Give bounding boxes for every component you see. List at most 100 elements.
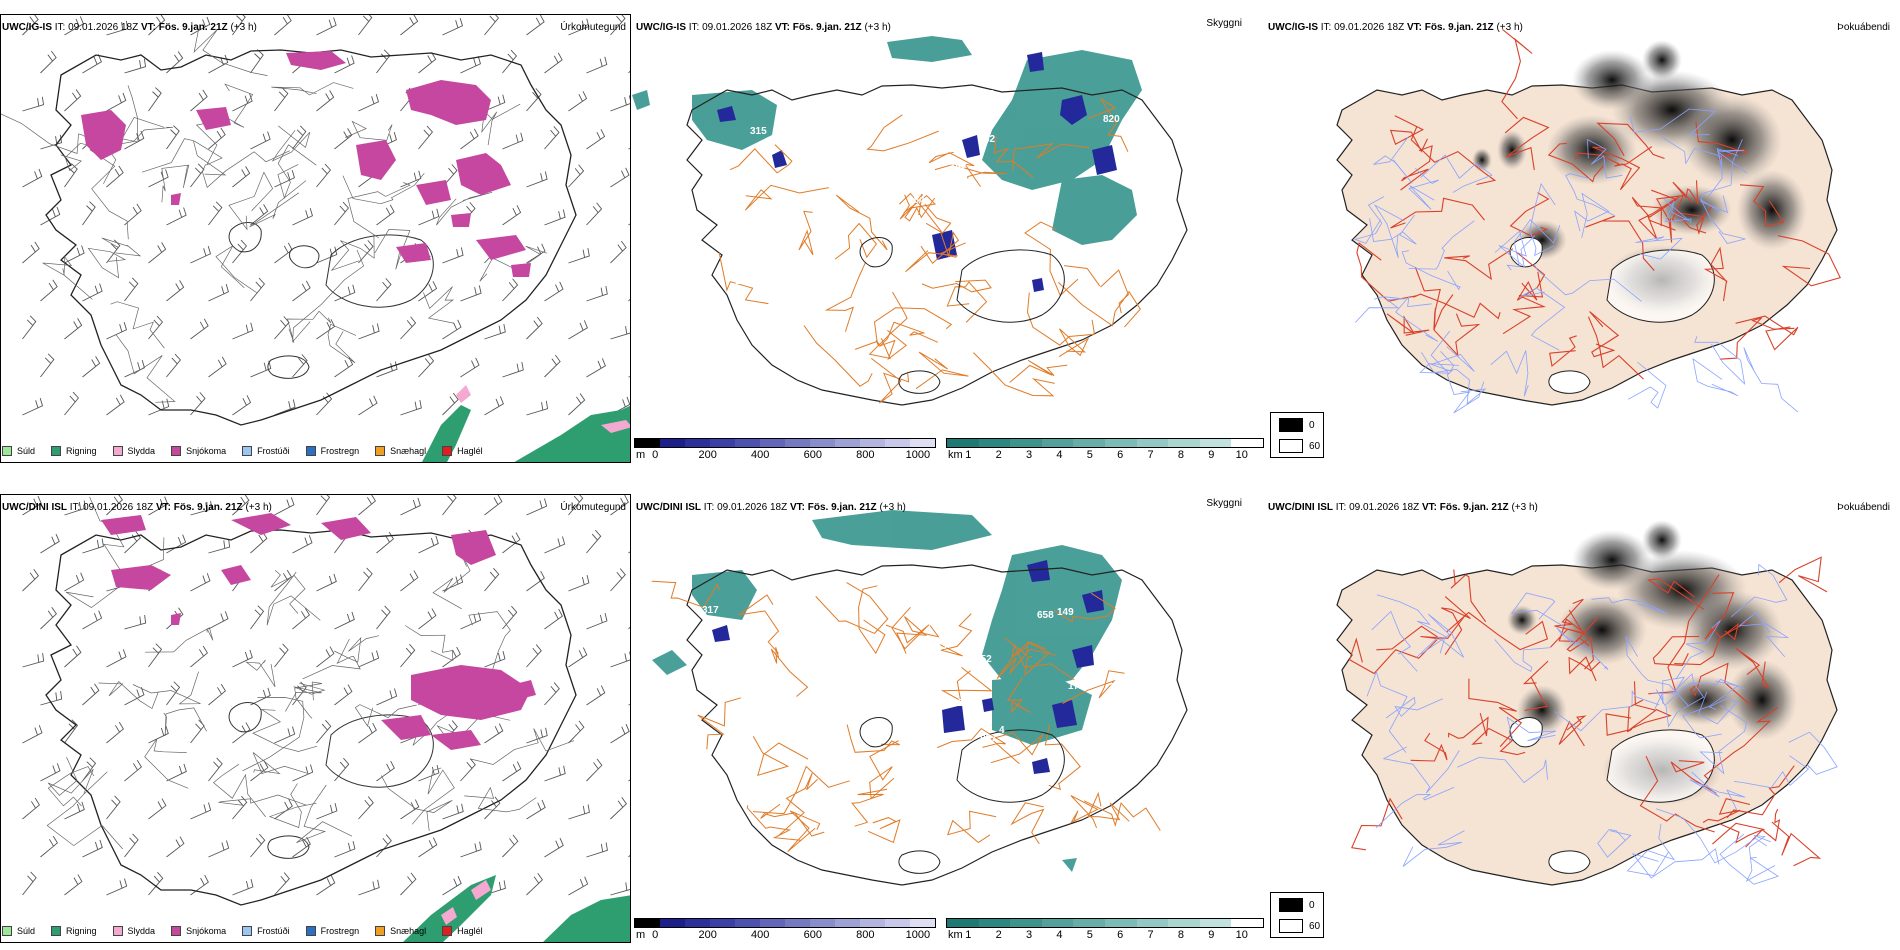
- legend-swatch: [375, 926, 386, 936]
- wind-barb: [22, 495, 42, 516]
- wind-barb: [442, 164, 458, 188]
- road-segment: [212, 763, 266, 818]
- cloud-base-label: 472: [735, 265, 752, 276]
- rivers: [1366, 563, 1838, 885]
- wind-barb: [334, 201, 350, 226]
- cloud-base-label: 658: [1037, 610, 1054, 621]
- road-segment: [752, 735, 809, 777]
- colorbar-tick: 2: [995, 929, 1002, 941]
- road-segment: [1010, 802, 1045, 845]
- road-segment: [973, 352, 1055, 397]
- road-segment: [1771, 821, 1822, 867]
- legend-item: Haglél: [442, 446, 483, 456]
- ceiling-map[interactable]: 3843154354721071060356456120983013258204…: [632, 0, 1242, 470]
- colorbar-segment: [785, 919, 810, 927]
- road-segment: [1412, 293, 1501, 320]
- wind-barb: [64, 16, 84, 36]
- legend-swatch: [51, 926, 62, 936]
- road-segment: [1506, 219, 1561, 271]
- road-segment: [218, 794, 307, 806]
- wind-barb: [358, 796, 374, 820]
- road-segment: [1591, 597, 1668, 614]
- legend-swatch: [242, 926, 253, 936]
- wind-barb: [610, 324, 630, 340]
- wind-barb: [568, 647, 588, 668]
- road-segment: [1566, 636, 1594, 670]
- wind-barb: [190, 573, 211, 592]
- colorbar-tick: 1: [965, 929, 972, 941]
- road-segment: [1716, 147, 1748, 174]
- wind-barb: [124, 531, 141, 554]
- wind-barb: [526, 243, 546, 264]
- legend-item: Súld: [2, 926, 35, 936]
- road-segment: [920, 222, 960, 265]
- wind-barb: [250, 531, 268, 554]
- wind-barb: [232, 649, 253, 668]
- colorbar-segment: [710, 919, 735, 927]
- wind-barb: [106, 394, 125, 416]
- wind-barb: [610, 882, 630, 896]
- wind-barb: [484, 723, 504, 744]
- colorbar-segment: [910, 919, 935, 927]
- sleet-areas: [441, 880, 491, 925]
- legend-label: Súld: [17, 926, 36, 936]
- ceiling-map[interactable]: 2649376588622141013314715835231725697178…: [632, 480, 1242, 950]
- road-segment: [1430, 346, 1475, 372]
- colorbar-tick: 9: [1208, 449, 1215, 461]
- precip-map[interactable]: [1, 15, 631, 463]
- road-segment: [1647, 578, 1705, 610]
- wind-barb: [190, 89, 208, 112]
- colorbar-tick: 5: [1086, 929, 1093, 941]
- wind-barb: [208, 683, 226, 706]
- wind-barb: [358, 650, 380, 668]
- ceiling-visibility-panel: 264 937 658 86 221 410 133 147 158 352 317 256 97 178…: [632, 480, 1242, 950]
- colorbar-segment: [1073, 439, 1105, 447]
- wind-barb: [106, 721, 124, 744]
- wind-barb: [40, 50, 57, 74]
- road-segment: [1589, 311, 1620, 358]
- cloud-base-label: 520: [952, 698, 969, 709]
- cloud-base-label: 325: [753, 170, 770, 181]
- wind-barb: [400, 799, 420, 820]
- road-segment: [252, 752, 308, 775]
- wind-barb: [316, 802, 338, 820]
- wind-barb: [292, 607, 310, 630]
- wind-barb: [148, 242, 167, 264]
- road-segment: [1605, 699, 1644, 736]
- wind-barb: [232, 722, 251, 744]
- wind-barb: [418, 837, 438, 858]
- colorbar-segment: [1073, 919, 1105, 927]
- road-segment: [193, 28, 268, 76]
- wind-barb: [586, 358, 606, 378]
- wind-barb: [190, 802, 212, 820]
- wind-barb: [250, 277, 266, 302]
- wind-barb: [190, 645, 208, 668]
- road-segment: [798, 210, 814, 256]
- wind-barb: [544, 354, 561, 378]
- fog-map[interactable]: [1242, 480, 1900, 950]
- precip-map[interactable]: [1, 495, 631, 943]
- fog-map[interactable]: [1242, 0, 1900, 470]
- colorbar-tick: 200: [698, 449, 717, 461]
- road-segment: [1376, 594, 1446, 654]
- wind-barb: [274, 170, 296, 188]
- road-segment: [1682, 680, 1739, 739]
- wind-barb: [190, 246, 212, 264]
- road-segment: [471, 728, 575, 765]
- visibility-colorbar-ticks: km 1 2 3 4 5 6 7 8 9 10: [946, 448, 1264, 462]
- wind-barb: [316, 319, 336, 340]
- wind-barb: [568, 876, 589, 896]
- colorbar-tick: 7: [1147, 929, 1154, 941]
- cloud-base-label: 256: [802, 554, 819, 565]
- wind-barb: [148, 15, 166, 36]
- wind-barb: [484, 396, 504, 416]
- colorbar-segment: [660, 439, 685, 447]
- colorbar-segment: [1231, 919, 1263, 927]
- road-segment: [1371, 610, 1418, 672]
- road-segment: [1416, 613, 1464, 658]
- wind-barb: [586, 612, 608, 630]
- colorbar-segment: [685, 919, 710, 927]
- panel-name: Úrkomutegund: [560, 22, 626, 33]
- road-segment: [1655, 194, 1684, 243]
- road-segment: [1738, 612, 1790, 658]
